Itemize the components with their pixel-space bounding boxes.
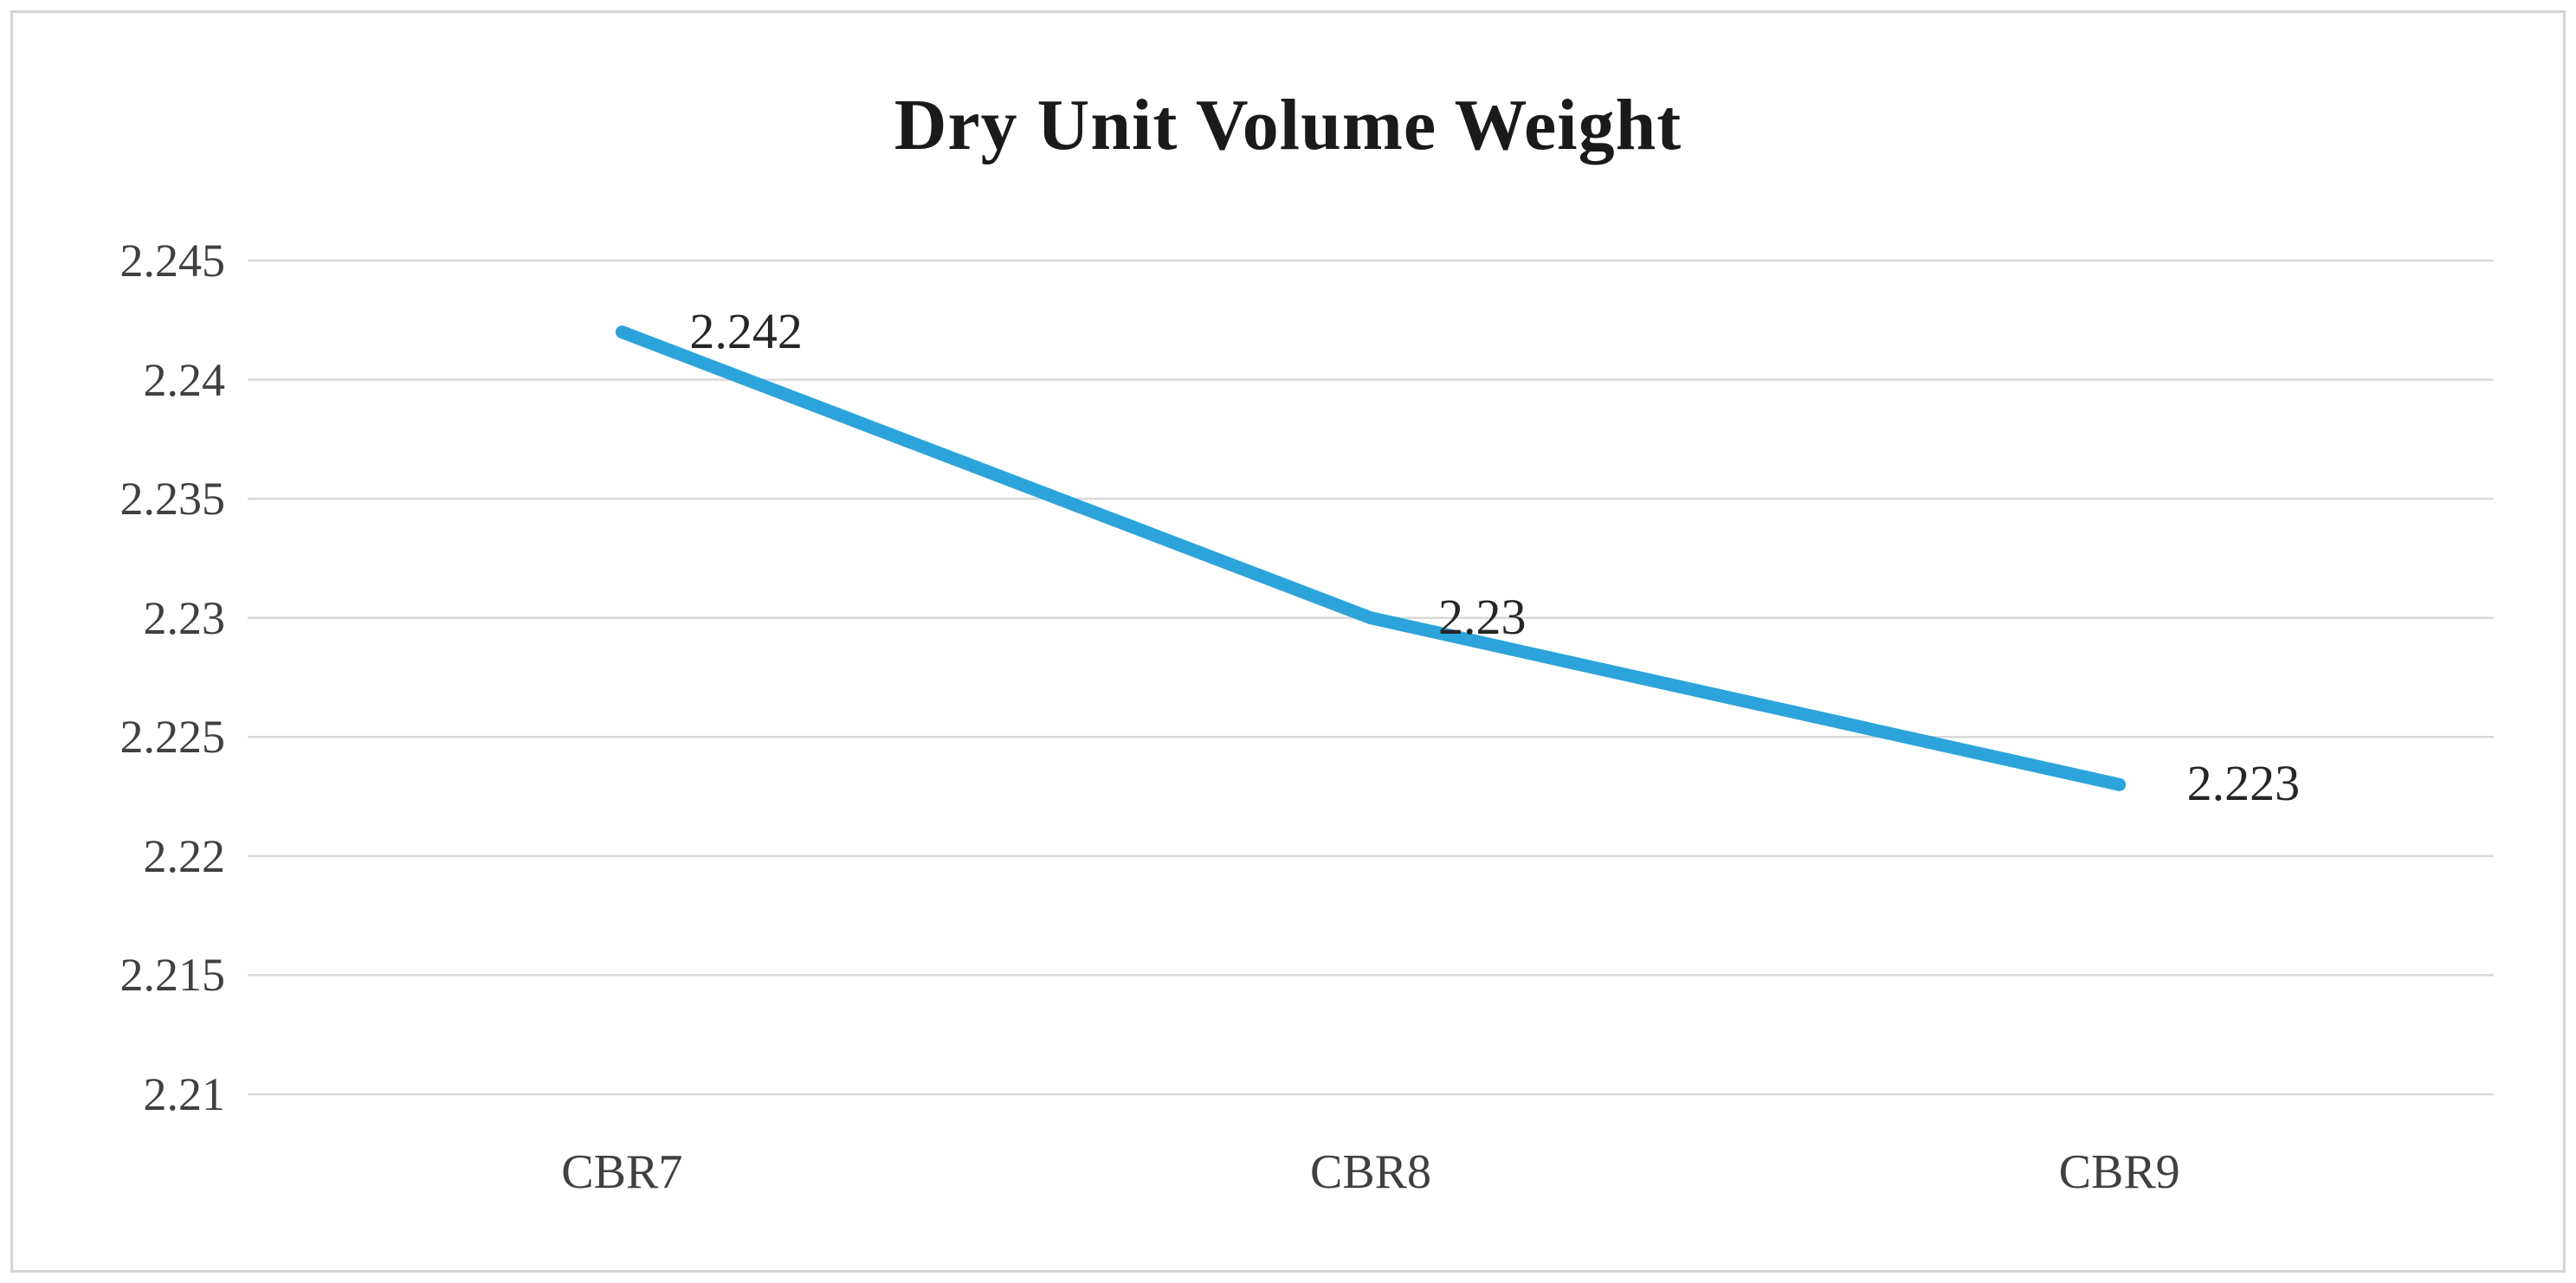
y-tick-label: 2.245	[119, 235, 226, 287]
y-tick-label: 2.21	[143, 1068, 226, 1120]
chart-title: Dry Unit Volume Weight	[894, 85, 1682, 165]
x-category-label: CBR8	[1309, 1145, 1432, 1199]
y-tick-label: 2.225	[119, 711, 226, 764]
y-tick-label: 2.235	[119, 473, 226, 525]
y-tick-label: 2.215	[119, 949, 226, 1002]
y-tick-label: 2.22	[143, 829, 226, 882]
y-tick-label: 2.23	[143, 591, 226, 644]
x-category-label: CBR9	[2058, 1145, 2180, 1199]
series-line	[615, 326, 2127, 791]
data-label: 2.23	[1438, 588, 1527, 645]
x-category-label: CBR7	[561, 1145, 683, 1199]
y-tick-label: 2.24	[143, 353, 226, 406]
chart-frame	[10, 10, 2566, 1273]
data-label: 2.223	[2186, 755, 2301, 812]
data-label: 2.242	[689, 302, 803, 359]
